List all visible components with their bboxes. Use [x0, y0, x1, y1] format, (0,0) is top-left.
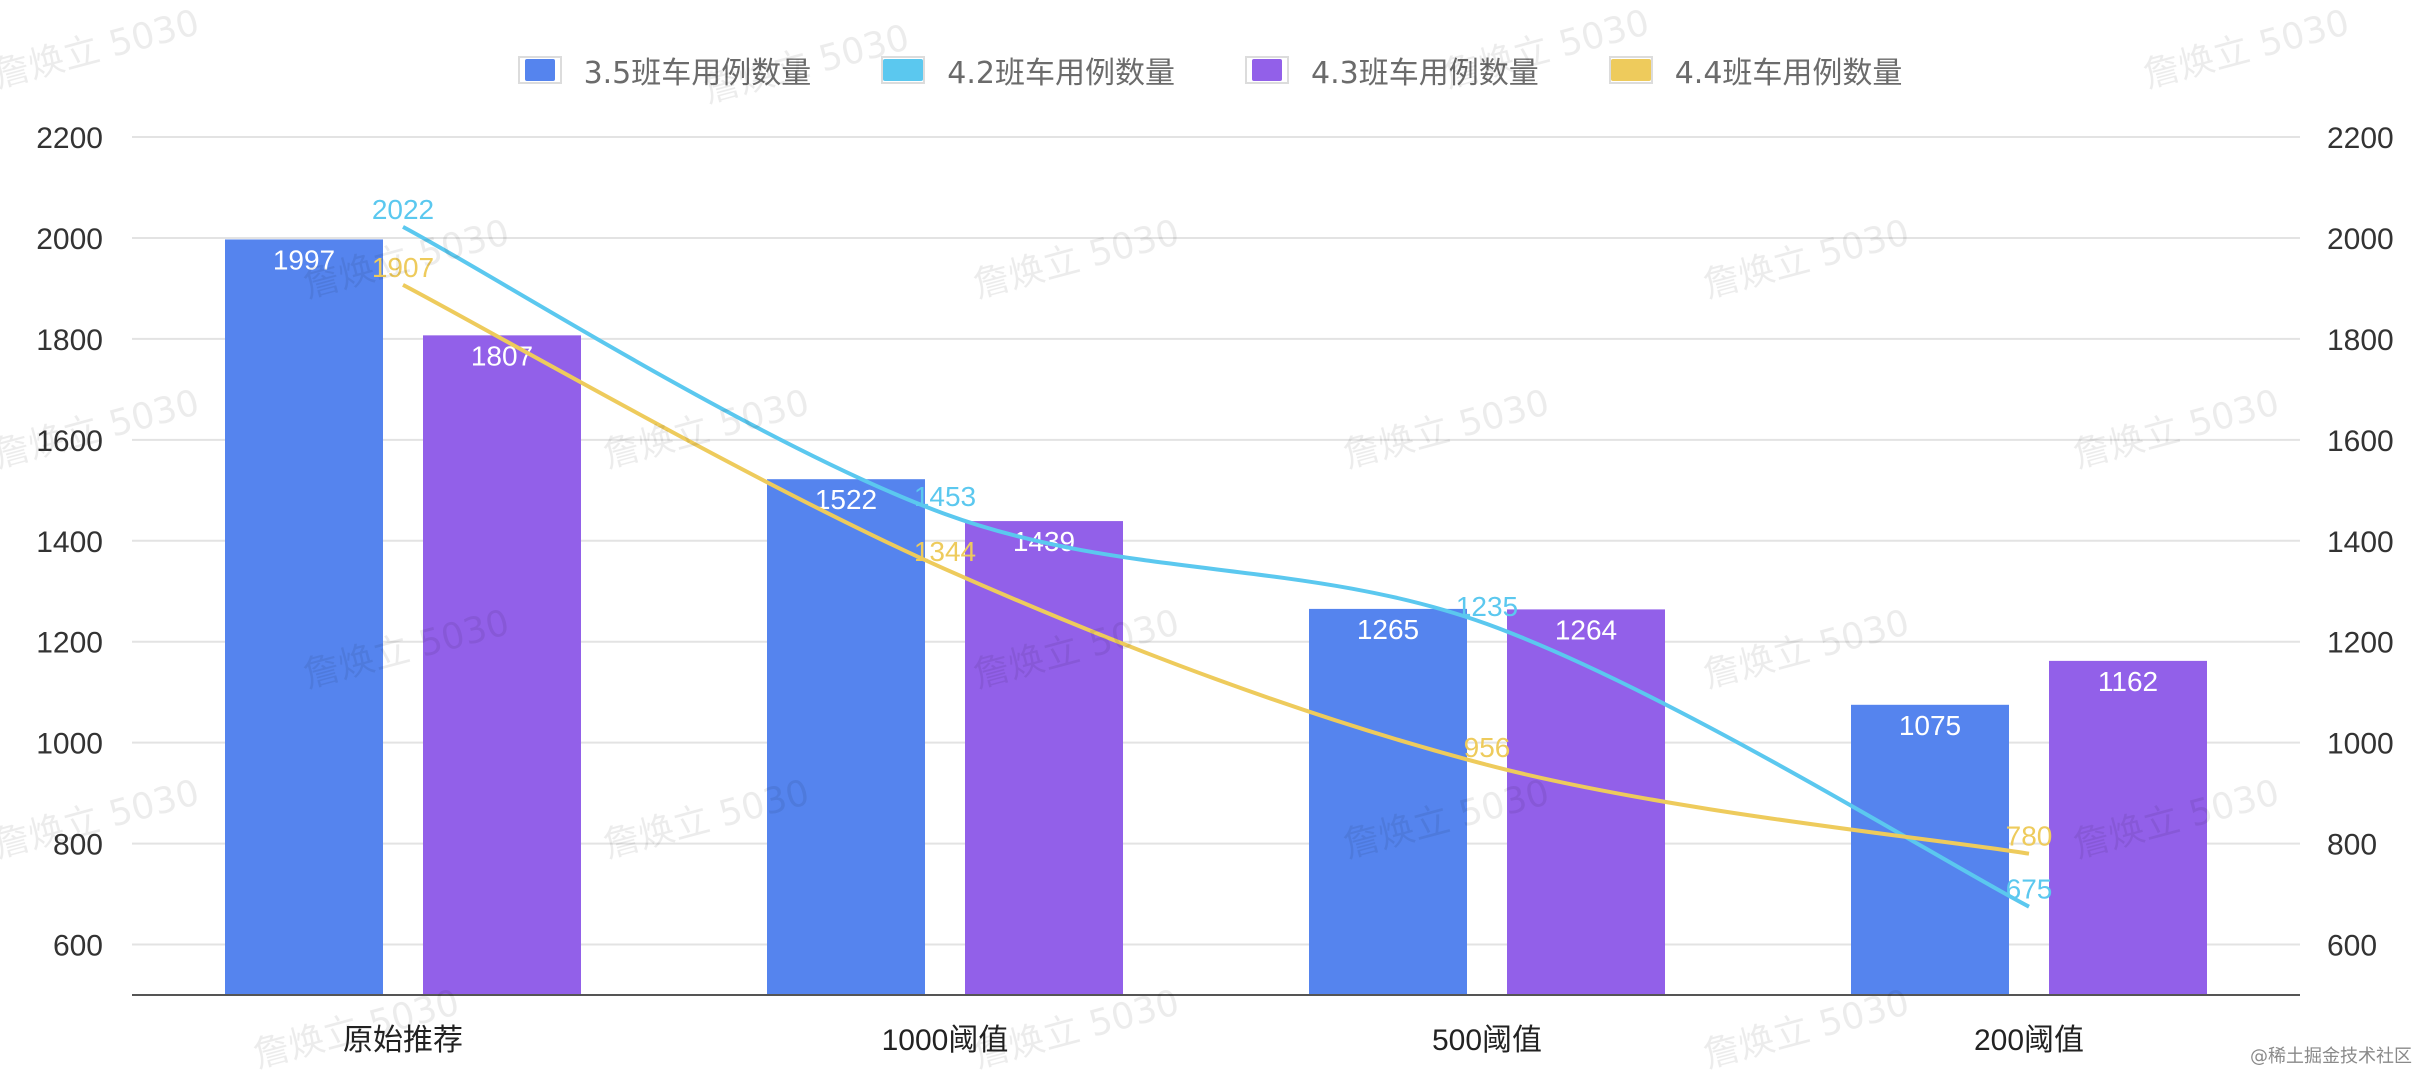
y-tick-label-left: 800: [53, 829, 103, 862]
x-tick-label: 200阈值: [1974, 1024, 2084, 1057]
legend: 3.5班车用例数量 4.2班车用例数量 4.3班车用例数量 4.4班车用例数量: [0, 48, 2420, 92]
bar-value-label: 1075: [1899, 710, 1961, 741]
x-tick-label: 500阈值: [1432, 1024, 1542, 1057]
y-tick-label-left: 1400: [36, 526, 103, 559]
line-value-label: 1344: [914, 536, 976, 567]
bar: [965, 521, 1123, 995]
y-tick-label-right: 1800: [2327, 324, 2394, 357]
legend-item[interactable]: 4.3班车用例数量: [1245, 48, 1539, 92]
y-tick-label-right: 600: [2327, 930, 2377, 963]
y-tick-label-left: 1800: [36, 324, 103, 357]
credit-text: @稀土掘金技术社区: [2250, 1046, 2412, 1067]
bar-value-label: 1997: [273, 244, 335, 275]
y-tick-label-left: 2000: [36, 223, 103, 256]
legend-swatch: [1608, 56, 1653, 84]
legend-swatch: [1245, 56, 1289, 84]
y-tick-label-right: 800: [2327, 829, 2377, 862]
legend-label: 3.5班车用例数量: [583, 56, 812, 91]
legend-label: 4.4班车用例数量: [1674, 56, 1903, 91]
legend-swatch: [881, 56, 926, 84]
x-tick-label: 原始推荐: [343, 1024, 463, 1057]
bar-value-label: 1265: [1357, 614, 1419, 645]
y-tick-label-right: 1400: [2327, 526, 2394, 559]
bar-value-label: 1807: [471, 340, 533, 371]
y-tick-label-left: 2200: [36, 122, 103, 155]
legend-label: 4.2班车用例数量: [947, 56, 1175, 91]
bar: [767, 479, 925, 996]
bar: [1507, 609, 1665, 995]
line-value-label: 1235: [1456, 591, 1518, 622]
series-line: [402, 225, 2030, 909]
bar: [2049, 660, 2207, 995]
y-tick-label-left: 600: [53, 930, 103, 963]
y-tick-label-right: 1200: [2327, 627, 2394, 660]
y-tick-label-right: 2200: [2327, 122, 2394, 155]
line-value-label: 956: [1464, 732, 1511, 763]
legend-item[interactable]: 4.2班车用例数量: [881, 48, 1175, 92]
legend-swatch: [517, 56, 562, 84]
line-value-label: 780: [2006, 821, 2053, 852]
bar-value-label: 1264: [1555, 614, 1617, 645]
legend-item[interactable]: 4.4班车用例数量: [1608, 48, 1903, 92]
line-value-label: 675: [2006, 874, 2053, 905]
y-tick-label-right: 1600: [2327, 425, 2394, 458]
series-line: [402, 283, 2030, 856]
y-tick-label-right: 1000: [2327, 728, 2394, 761]
bar: [423, 335, 581, 995]
y-tick-label-right: 2000: [2327, 223, 2394, 256]
line-value-label: 1453: [914, 481, 976, 512]
bar: [225, 239, 383, 995]
y-tick-label-left: 1600: [36, 425, 103, 458]
x-tick-label: 1000阈值: [882, 1024, 1009, 1057]
y-tick-label-left: 1200: [36, 627, 103, 660]
bar-value-label: 1162: [2098, 666, 2158, 697]
legend-label: 4.3班车用例数量: [1311, 56, 1539, 91]
line-value-label: 1907: [372, 252, 434, 283]
line-value-label: 2022: [372, 194, 434, 225]
y-tick-label-left: 1000: [36, 728, 103, 761]
legend-item[interactable]: 3.5班车用例数量: [517, 48, 812, 92]
bar: [1309, 608, 1467, 995]
